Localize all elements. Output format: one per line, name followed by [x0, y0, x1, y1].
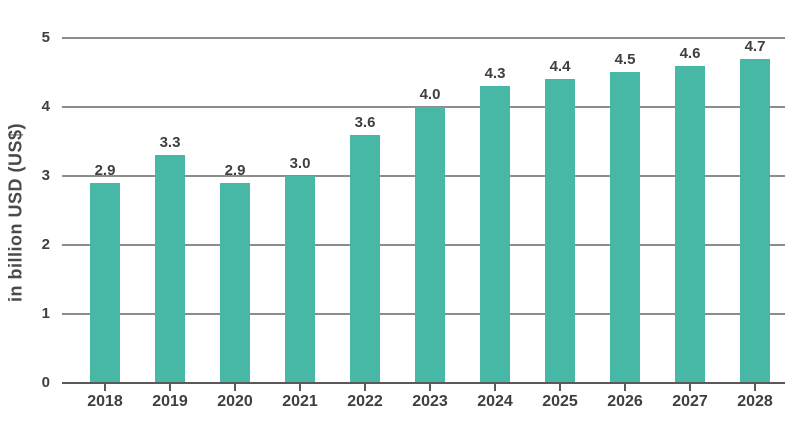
x-tick: [429, 383, 431, 391]
x-tick-label-2020: 2020: [217, 393, 253, 410]
x-tick-label-2021: 2021: [282, 393, 318, 410]
bar-2020: [220, 183, 250, 383]
bar-2021: [285, 176, 315, 383]
x-tick-label-2025: 2025: [542, 393, 578, 410]
y-tick-label: 0: [41, 374, 50, 391]
x-tick: [689, 383, 691, 391]
bar-value-label: 4.4: [549, 58, 571, 75]
x-tick-label-2019: 2019: [152, 393, 188, 410]
bar-value-label: 4.5: [614, 51, 636, 68]
bar-2025: [545, 79, 575, 383]
gridline: [62, 37, 785, 39]
x-tick-label-2024: 2024: [477, 393, 513, 410]
x-tick: [754, 383, 756, 391]
x-tick: [169, 383, 171, 391]
x-tick: [364, 383, 366, 391]
bar-2028: [740, 59, 770, 383]
y-tick-label: 2: [41, 236, 50, 253]
x-tick: [624, 383, 626, 391]
x-tick-label-2022: 2022: [347, 393, 383, 410]
bar-value-label: 4.0: [419, 86, 441, 103]
bar-value-label: 4.6: [679, 45, 701, 62]
bar-value-label: 4.7: [744, 38, 766, 55]
x-tick-label-2018: 2018: [87, 393, 123, 410]
x-tick-label-2028: 2028: [737, 393, 773, 410]
bar-2019: [155, 155, 185, 383]
x-tick: [494, 383, 496, 391]
bar-value-label: 2.9: [224, 162, 246, 179]
x-tick-label-2027: 2027: [672, 393, 708, 410]
bar-2023: [415, 107, 445, 383]
bar-2026: [610, 72, 640, 383]
bar-value-label: 4.3: [484, 65, 506, 82]
bar-value-label: 3.6: [354, 114, 376, 131]
bar-2027: [675, 66, 705, 383]
bar-value-label: 3.0: [289, 155, 311, 172]
y-tick-label: 3: [41, 167, 50, 184]
y-tick-label: 4: [41, 98, 50, 115]
bar-2022: [350, 135, 380, 383]
y-tick-label: 5: [41, 29, 50, 46]
x-tick-label-2026: 2026: [607, 393, 643, 410]
bar-2024: [480, 86, 510, 383]
x-tick-label-2023: 2023: [412, 393, 448, 410]
x-axis-line: [62, 382, 785, 384]
bar-2018: [90, 183, 120, 383]
plot-area: 2.9 3.3 2.9 3.0 3.6 4.0 4.3 4.4 4.5 4.6 4.7: [62, 37, 785, 383]
x-tick: [299, 383, 301, 391]
y-tick-label: 1: [41, 305, 50, 322]
x-tick: [234, 383, 236, 391]
bar-value-label: 2.9: [94, 162, 116, 179]
x-tick: [559, 383, 561, 391]
x-tick: [104, 383, 106, 391]
bar-value-label: 3.3: [159, 134, 181, 151]
